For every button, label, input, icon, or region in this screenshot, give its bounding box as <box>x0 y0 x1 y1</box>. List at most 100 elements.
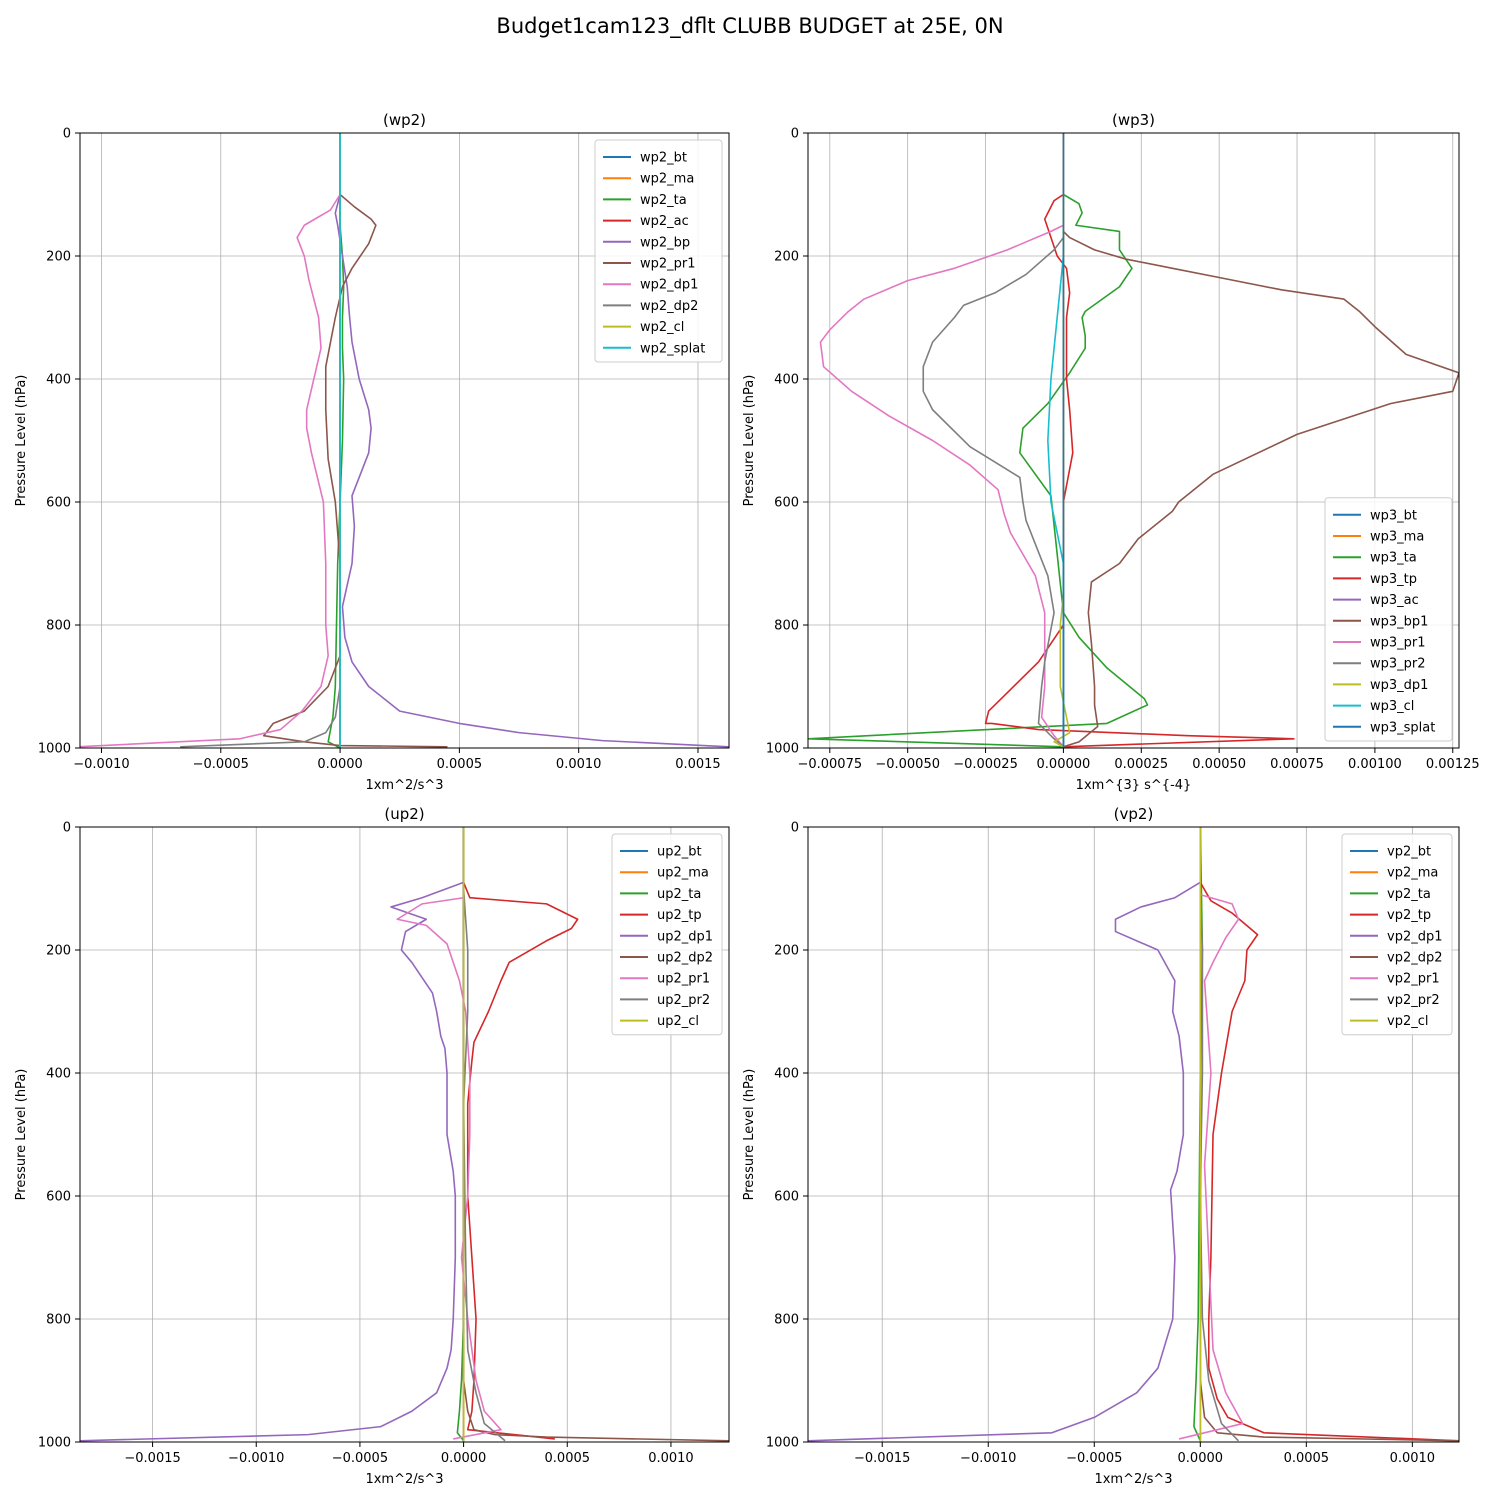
legend-box <box>1324 497 1453 742</box>
chart-1-title: (wp3) <box>1112 111 1155 129</box>
chart-3-axes-frame <box>807 826 1460 1443</box>
chart-1-y-axis-label: Pressure Level (hPa) <box>742 375 757 507</box>
chart-3-legend: vp2_bt vp2_ma vp2_ta vp2_tp vp2_dp1 vp2_dp2vp… <box>1341 833 1453 1036</box>
chart-0-title: (wp2) <box>383 111 426 129</box>
y-tick-label: 800 <box>774 619 799 634</box>
x-tick-label: −0.0010 <box>960 1451 1016 1466</box>
x-tick-label: 0.0010 <box>648 1451 694 1466</box>
chart-0-axes-frame <box>79 132 730 749</box>
x-tick-label: −0.0010 <box>73 757 129 772</box>
legend-label-up2_dp1: up2_dp1 <box>657 929 713 944</box>
legend-label-wp2_ta: wp2_ta <box>640 193 687 208</box>
legend-label-wp2_ma: wp2_ma <box>640 172 694 187</box>
x-tick-label: 0.0005 <box>437 757 483 772</box>
series-line-vp2_dp1 <box>808 881 1201 1442</box>
chart-3-title: (vp2) <box>1114 805 1154 823</box>
series-line-up2_pr1 <box>396 896 502 1440</box>
series-line-up2_ta <box>456 827 465 1442</box>
series-line-wp3_tp <box>984 193 1295 748</box>
y-tick-label: 600 <box>46 496 71 511</box>
legend-label-wp3_bp1: wp3_bp1 <box>1370 614 1428 629</box>
y-tick-label: 600 <box>46 1190 71 1205</box>
x-tick-label: −0.0015 <box>124 1451 180 1466</box>
chart-2-axes-frame <box>79 826 730 1443</box>
y-tick-label: 800 <box>46 1313 71 1328</box>
y-tick-label: 800 <box>46 619 71 634</box>
series-line-vp2_pr2 <box>1199 888 1240 1442</box>
y-tick-label: 200 <box>774 944 799 959</box>
legend-label-vp2_cl: vp2_cl <box>1387 1014 1428 1029</box>
x-tick-label: −0.0005 <box>332 1451 388 1466</box>
series-line-wp3_cl <box>1047 255 1065 747</box>
series-line-wp2_dp2 <box>180 133 341 748</box>
series-line-up2_dp1 <box>80 881 464 1442</box>
legend-label-wp3_bt: wp3_bt <box>1370 508 1417 523</box>
legend-label-vp2_ta: vp2_ta <box>1387 887 1431 902</box>
y-tick-label: 400 <box>46 373 71 388</box>
x-tick-label: 0.0000 <box>1178 1451 1224 1466</box>
series-line-up2_pr2 <box>462 888 506 1442</box>
x-tick-label: −0.00025 <box>953 757 1018 772</box>
series-line-vp2_pr1 <box>1178 893 1244 1440</box>
chart-1-series-group <box>808 133 1459 748</box>
y-tick-label: 0 <box>63 127 71 142</box>
legend-label-wp2_ac: wp2_ac <box>640 214 689 229</box>
figure-title: Budget1cam123_dflt CLUBB BUDGET at 25E, … <box>496 14 1004 38</box>
y-tick-label: 1000 <box>38 742 71 757</box>
legend-label-wp3_pr1: wp3_pr1 <box>1370 636 1426 651</box>
legend-label-vp2_bt: vp2_bt <box>1387 845 1431 860</box>
legend-label-up2_pr2: up2_pr2 <box>657 993 710 1008</box>
legend-label-vp2_dp2: vp2_dp2 <box>1387 951 1443 966</box>
chart-0-series-group <box>80 133 729 748</box>
series-line-vp2_dp2 <box>1199 827 1459 1442</box>
series-line-vp2_tp <box>1199 881 1459 1442</box>
chart-0-y-axis-label: Pressure Level (hPa) <box>14 375 29 507</box>
legend-label-wp3_pr2: wp3_pr2 <box>1370 657 1426 672</box>
series-line-vp2_ta <box>1193 827 1204 1442</box>
x-tick-label: −0.0010 <box>228 1451 284 1466</box>
series-line-up2_dp2 <box>462 827 729 1442</box>
y-tick-label: 400 <box>774 373 799 388</box>
legend-label-wp2_bt: wp2_bt <box>640 151 687 166</box>
chart-1-axes-frame <box>807 132 1460 749</box>
y-tick-label: 200 <box>46 250 71 265</box>
series-line-up2_tp <box>462 882 579 1440</box>
x-tick-label: 0.0005 <box>1284 1451 1330 1466</box>
x-tick-label: −0.0005 <box>193 757 249 772</box>
y-tick-label: 1000 <box>766 742 799 757</box>
series-line-wp3_bp1 <box>1062 230 1459 748</box>
x-tick-label: −0.00050 <box>875 757 940 772</box>
chart-3-series-group <box>808 827 1459 1442</box>
legend-box <box>594 139 723 363</box>
x-tick-label: 0.0010 <box>1390 1451 1436 1466</box>
legend-label-up2_ma: up2_ma <box>657 866 709 881</box>
x-tick-label: −0.00075 <box>797 757 862 772</box>
legend-label-wp3_cl: wp3_cl <box>1370 699 1414 714</box>
legend-label-wp3_ma: wp3_ma <box>1370 530 1424 545</box>
series-line-wp3_ta <box>808 193 1149 748</box>
y-tick-label: 0 <box>63 821 71 836</box>
y-tick-label: 0 <box>791 127 799 142</box>
legend-label-vp2_tp: vp2_tp <box>1387 908 1431 923</box>
chart-1-legend: wp3_bt wp3_ma wp3_ta wp3_tp wp3_ac wp3_bp1 wp3… <box>1324 497 1453 742</box>
chart-0-x-axis-label: 1xm^2/s^3 <box>365 778 443 793</box>
series-line-wp3_pr2 <box>922 237 1065 748</box>
chart-2-title: (up2) <box>384 805 424 823</box>
chart-1-x-axis-label: 1xm^{3} s^{-4} <box>1076 778 1192 793</box>
legend-label-up2_pr1: up2_pr1 <box>657 972 710 987</box>
y-tick-label: 600 <box>774 496 799 511</box>
chart-2-legend: up2_bt up2_ma up2_ta up2_tp up2_dp1 up2_dp2up… <box>611 833 723 1036</box>
y-tick-label: 400 <box>46 1067 71 1082</box>
legend-label-vp2_pr2: vp2_pr2 <box>1387 993 1440 1008</box>
legend-label-vp2_pr1: vp2_pr1 <box>1387 972 1440 987</box>
x-tick-label: 0.00125 <box>1426 757 1480 772</box>
legend-label-wp3_splat: wp3_splat <box>1370 720 1435 735</box>
legend-label-wp2_bp: wp2_bp <box>640 235 690 250</box>
chart-2-grid <box>80 826 729 1443</box>
legend-label-vp2_ma: vp2_ma <box>1387 866 1438 881</box>
x-tick-label: 0.00000 <box>1037 757 1091 772</box>
